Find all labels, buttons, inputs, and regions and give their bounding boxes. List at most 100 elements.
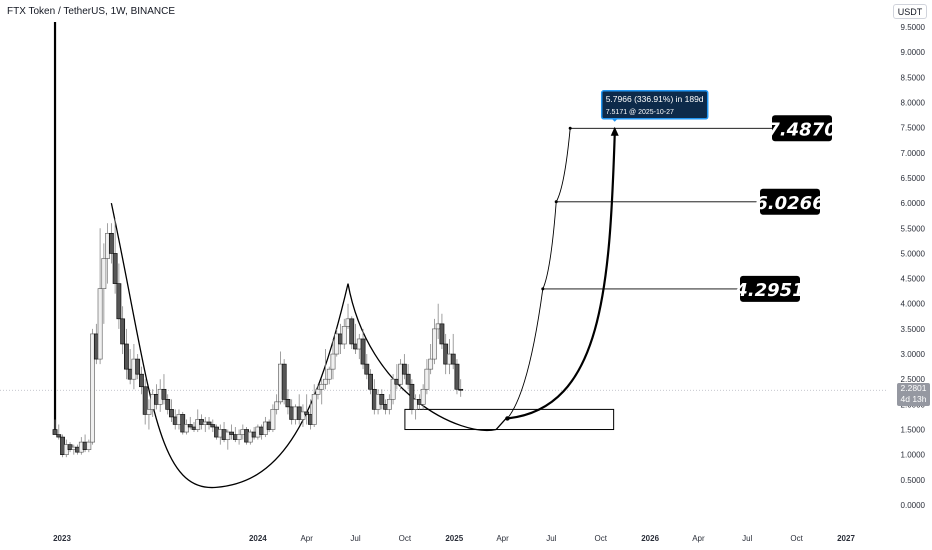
- candle-body: [206, 421, 212, 425]
- y-tick-label: 6.5000: [901, 174, 926, 183]
- candle-body: [184, 424, 189, 433]
- candle-body: [142, 386, 148, 415]
- candle-body: [187, 424, 193, 428]
- candles-layer: [52, 218, 464, 458]
- candle-body: [112, 253, 118, 284]
- projection-curve: [507, 134, 616, 420]
- measure-tooltip: [600, 90, 709, 120]
- y-tick-label: 4.5000: [901, 275, 926, 284]
- overlay-layer: 4.2951 6.0266 7.4870 5.7966 (336.91%) in 18…: [505, 90, 837, 421]
- x-tick-label: Apr: [496, 534, 509, 543]
- candle-body: [454, 363, 460, 390]
- y-tick-label: 6.0000: [901, 199, 926, 208]
- y-tick-label: 8.5000: [901, 73, 926, 82]
- candle-body: [304, 411, 310, 415]
- candle-body: [424, 368, 430, 390]
- projection-arrowhead: [610, 126, 619, 136]
- y-tick-label: 1.0000: [901, 451, 926, 460]
- symbol-title: FTX Token / TetherUS, 1W, BINANCE: [7, 6, 176, 17]
- candle-body: [311, 394, 317, 425]
- candle-body: [225, 431, 231, 440]
- candle-body: [165, 399, 171, 410]
- candle-body: [364, 363, 370, 375]
- candle-body: [349, 318, 355, 345]
- y-tick-label: 8.0000: [901, 98, 926, 107]
- x-tick-label: 2027: [837, 534, 855, 543]
- handle-curve: [347, 283, 497, 432]
- pattern-layer: [0, 21, 888, 489]
- x-tick-label: Jul: [350, 534, 360, 543]
- y-tick-label: 2.5000: [901, 375, 926, 384]
- candle-body: [450, 353, 456, 365]
- candle-body: [315, 388, 321, 395]
- candle-body: [229, 431, 234, 435]
- y-tick-label: 9.5000: [901, 23, 926, 32]
- measure-tooltip-line2: 7.5171 @ 2025-10-27: [606, 109, 674, 116]
- accumulation-box: [404, 408, 615, 431]
- x-tick-label: 2026: [641, 534, 659, 543]
- candle-body: [458, 388, 464, 391]
- y-tick-label: 7.5000: [901, 124, 926, 133]
- y-tick-label: 3.5000: [901, 325, 926, 334]
- candle-body: [116, 283, 122, 320]
- candle-body: [135, 358, 141, 375]
- candle-body: [300, 411, 306, 420]
- x-tick-label: Apr: [692, 534, 705, 543]
- candle-body: [368, 373, 373, 390]
- candle-body: [210, 424, 216, 428]
- candle-body: [56, 434, 62, 438]
- y-tick-label: 5.0000: [901, 249, 926, 258]
- candle-body: [386, 399, 392, 410]
- candle-body: [108, 232, 114, 254]
- x-tick-label: Oct: [595, 534, 608, 543]
- candle-body: [281, 363, 287, 400]
- target-label-box: [760, 188, 820, 215]
- x-tick-label: Oct: [790, 534, 803, 543]
- target-label: 4.2951: [734, 280, 804, 301]
- candle-body: [123, 343, 129, 370]
- candle-body: [180, 414, 186, 433]
- x-tick-label: 2024: [249, 534, 267, 543]
- x-tick-label: Jul: [546, 534, 556, 543]
- candle-body: [326, 368, 332, 380]
- candle-body: [439, 323, 445, 345]
- target-label: 6.0266: [755, 193, 824, 214]
- target-label-box: [740, 275, 800, 302]
- currency-button[interactable]: USDT: [893, 4, 927, 19]
- last-price-value: 2.2801: [900, 383, 927, 393]
- target-path: [507, 128, 571, 419]
- candle-body: [161, 388, 167, 400]
- x-tick-label: Oct: [399, 534, 412, 543]
- candle-body: [360, 338, 366, 365]
- y-tick-label: 0.0000: [901, 501, 926, 510]
- y-tick-label: 7.0000: [901, 149, 926, 158]
- y-tick-label: 4.0000: [901, 300, 926, 309]
- candle-body: [428, 358, 434, 370]
- candle-body: [139, 373, 144, 388]
- candle-body: [101, 258, 107, 289]
- time-axis: 2023 2024 Apr Jul Oct 2025 Apr Jul Oct 2026 Apr Jul…: [53, 534, 855, 543]
- y-tick-label: 3.0000: [901, 350, 926, 359]
- x-tick-label: 2025: [445, 534, 463, 543]
- candle-body: [86, 441, 92, 450]
- candle-body: [420, 388, 426, 405]
- candle-body: [405, 373, 411, 385]
- candle-body: [274, 401, 280, 410]
- candle-body: [390, 378, 396, 400]
- y-tick-label: 1.5000: [901, 426, 926, 435]
- bar-countdown: 4d 13h: [900, 394, 927, 404]
- candle-body: [169, 409, 174, 418]
- candle-body: [236, 434, 242, 440]
- y-tick-label: 9.0000: [901, 48, 926, 57]
- target-label-box: [772, 115, 832, 142]
- candle-body: [120, 318, 126, 345]
- candle-body: [285, 399, 291, 408]
- candle-body: [409, 383, 415, 410]
- candle-body: [52, 429, 58, 435]
- candle-body: [432, 328, 437, 360]
- candle-body: [97, 288, 103, 360]
- last-price-tag: 2.2801 4d 13h: [897, 383, 930, 406]
- candle-body: [401, 363, 407, 375]
